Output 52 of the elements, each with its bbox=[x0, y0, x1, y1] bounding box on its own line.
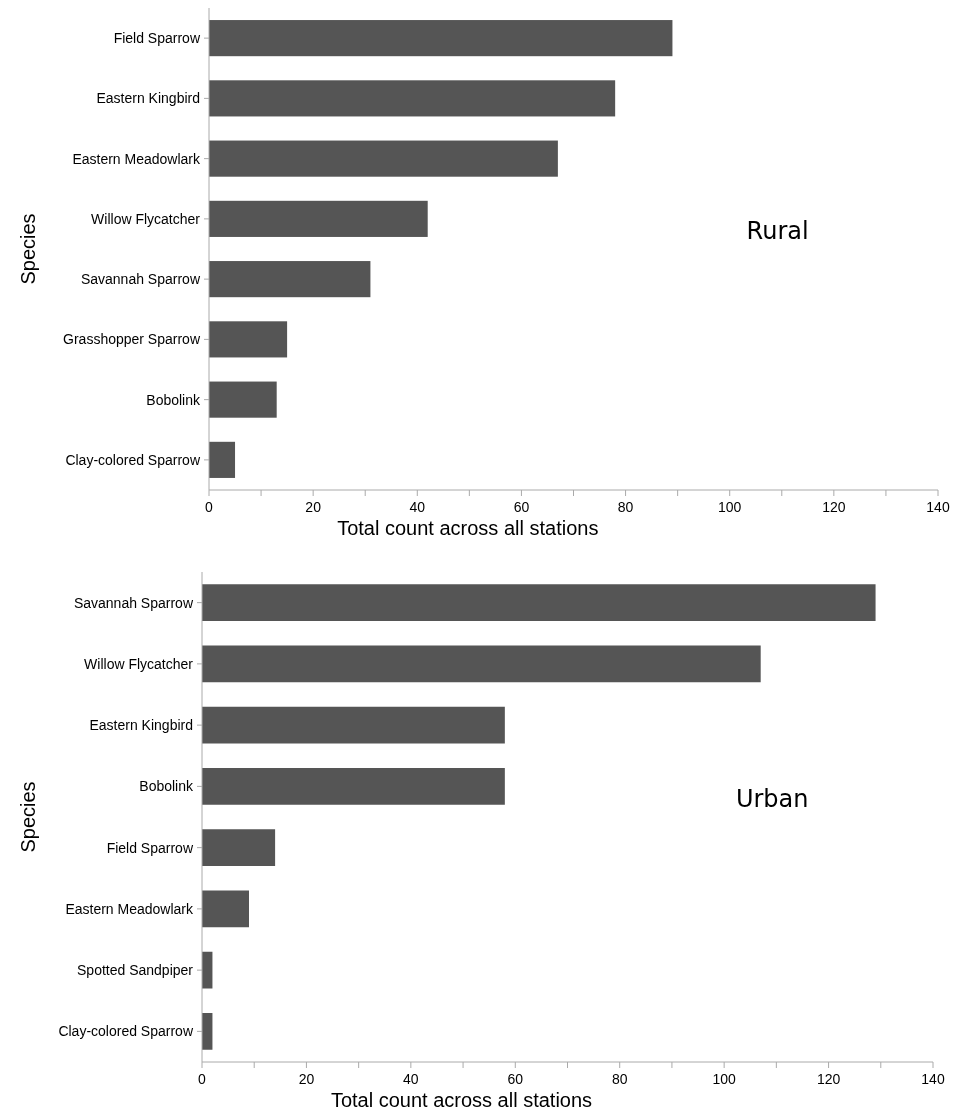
y-tick-label: Bobolink bbox=[146, 391, 201, 408]
bar bbox=[209, 20, 673, 57]
x-tick-label: 20 bbox=[305, 499, 322, 515]
x-tick-label: 20 bbox=[298, 1071, 315, 1087]
x-tick-label: 100 bbox=[718, 499, 742, 515]
y-tick-label: Clay-colored Sparrow bbox=[65, 451, 201, 468]
y-axis-title: Species bbox=[17, 213, 39, 285]
bar bbox=[209, 80, 616, 117]
y-axis-title: Species bbox=[17, 781, 39, 853]
bar bbox=[202, 706, 505, 744]
y-tick-label: Eastern Meadowlark bbox=[72, 150, 201, 167]
x-tick-label: 80 bbox=[611, 1071, 628, 1087]
bar bbox=[209, 321, 288, 358]
x-tick-label: 140 bbox=[926, 499, 950, 515]
bar bbox=[209, 200, 428, 237]
y-tick-label: Eastern Kingbird bbox=[89, 717, 193, 734]
y-tick-label: Field Sparrow bbox=[113, 30, 201, 47]
bar bbox=[202, 890, 249, 928]
bar bbox=[209, 261, 371, 298]
x-tick-label: 0 bbox=[198, 1071, 207, 1087]
y-tick-label: Eastern Meadowlark bbox=[65, 900, 194, 917]
bar bbox=[202, 829, 276, 866]
y-tick-label: Grasshopper Sparrow bbox=[63, 331, 201, 348]
y-tick-label: Eastern Kingbird bbox=[96, 90, 200, 107]
x-tick-label: 120 bbox=[822, 499, 846, 515]
annotation: Urban bbox=[735, 785, 809, 814]
x-tick-label: 140 bbox=[921, 1071, 945, 1087]
bar bbox=[209, 140, 558, 177]
x-tick-label: 80 bbox=[617, 499, 634, 515]
annotation: Rural bbox=[746, 217, 809, 246]
y-tick-label: Field Sparrow bbox=[106, 839, 194, 856]
x-tick-label: 40 bbox=[403, 1071, 419, 1087]
x-axis-title: Total count across all stations bbox=[337, 517, 599, 539]
x-tick-label: 40 bbox=[409, 499, 426, 515]
x-tick-label: 60 bbox=[513, 499, 530, 515]
y-tick-label: Willow Flycatcher bbox=[84, 655, 194, 672]
x-tick-label: 100 bbox=[712, 1071, 737, 1087]
x-tick-label: 60 bbox=[507, 1071, 524, 1087]
bar bbox=[202, 645, 761, 683]
y-tick-label: Spotted Sandpiper bbox=[77, 962, 194, 979]
bar bbox=[202, 584, 876, 621]
x-tick-label: 120 bbox=[816, 1071, 841, 1087]
y-tick-label: Clay-colored Sparrow bbox=[58, 1023, 194, 1040]
bar bbox=[202, 768, 505, 805]
bar bbox=[209, 381, 277, 418]
y-tick-label: Willow Flycatcher bbox=[91, 210, 201, 227]
x-axis-title: Total count across all stations bbox=[330, 1089, 593, 1110]
y-tick-label: Savannah Sparrow bbox=[73, 594, 194, 611]
x-tick-label: 0 bbox=[205, 499, 214, 515]
y-tick-label: Savannah Sparrow bbox=[80, 271, 201, 288]
y-tick-label: Bobolink bbox=[139, 778, 194, 795]
bar bbox=[209, 441, 236, 478]
